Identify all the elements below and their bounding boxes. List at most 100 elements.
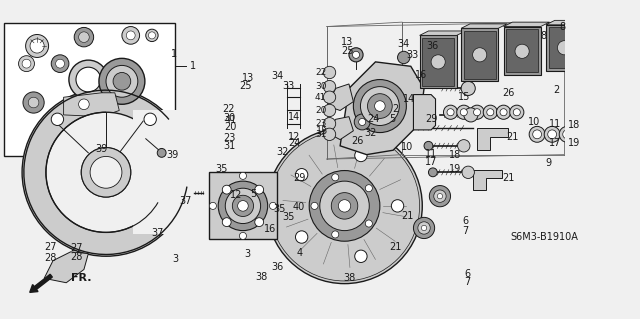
Circle shape <box>225 188 260 224</box>
Circle shape <box>209 202 216 209</box>
Bar <box>623 115 640 154</box>
Text: 11: 11 <box>548 119 561 129</box>
Text: 4: 4 <box>296 248 303 258</box>
Circle shape <box>447 109 454 116</box>
Circle shape <box>509 105 524 119</box>
Text: 23: 23 <box>315 119 326 128</box>
Circle shape <box>146 29 158 41</box>
Circle shape <box>113 72 131 90</box>
Text: 24: 24 <box>367 114 380 124</box>
Circle shape <box>332 231 339 238</box>
Text: 27: 27 <box>44 242 56 252</box>
Circle shape <box>367 94 392 118</box>
Circle shape <box>323 128 336 140</box>
Circle shape <box>126 31 135 40</box>
Circle shape <box>444 105 458 119</box>
Circle shape <box>74 27 93 47</box>
Text: 37: 37 <box>151 228 163 238</box>
Polygon shape <box>209 172 276 240</box>
Polygon shape <box>413 94 436 130</box>
Polygon shape <box>461 28 499 81</box>
Circle shape <box>374 101 385 111</box>
Circle shape <box>563 130 572 139</box>
Circle shape <box>355 149 367 162</box>
Polygon shape <box>506 29 538 72</box>
Circle shape <box>148 32 156 39</box>
Circle shape <box>76 67 100 92</box>
Text: 6: 6 <box>465 269 470 278</box>
Text: 26: 26 <box>351 136 364 146</box>
Text: 35: 35 <box>216 164 228 174</box>
Circle shape <box>22 88 190 256</box>
Polygon shape <box>546 25 583 71</box>
Circle shape <box>309 171 380 241</box>
Text: 33: 33 <box>282 81 294 91</box>
FancyArrow shape <box>29 274 52 293</box>
Text: 2: 2 <box>393 104 399 114</box>
Circle shape <box>355 114 370 130</box>
Polygon shape <box>340 62 424 155</box>
Text: 5: 5 <box>250 189 257 199</box>
Circle shape <box>431 55 445 69</box>
Text: 17: 17 <box>424 157 437 167</box>
Circle shape <box>122 26 140 44</box>
Circle shape <box>56 59 65 68</box>
Circle shape <box>267 128 422 284</box>
Polygon shape <box>461 24 507 28</box>
Circle shape <box>79 99 89 110</box>
Text: 37: 37 <box>179 197 192 206</box>
Circle shape <box>232 195 253 217</box>
Text: 14: 14 <box>288 112 300 122</box>
Text: 21: 21 <box>502 174 514 183</box>
Circle shape <box>458 140 470 152</box>
Circle shape <box>144 113 156 125</box>
Polygon shape <box>44 252 88 283</box>
Polygon shape <box>477 128 508 150</box>
Circle shape <box>428 168 437 177</box>
Circle shape <box>365 185 372 192</box>
Circle shape <box>51 55 69 72</box>
Circle shape <box>222 218 231 226</box>
Circle shape <box>28 97 39 108</box>
Text: 31: 31 <box>315 130 326 139</box>
Text: 20: 20 <box>225 122 237 132</box>
Circle shape <box>69 60 108 99</box>
Circle shape <box>237 201 248 211</box>
Circle shape <box>323 104 336 117</box>
Circle shape <box>575 126 591 142</box>
Circle shape <box>22 59 31 68</box>
Polygon shape <box>63 93 119 117</box>
Text: 21: 21 <box>506 132 518 142</box>
Circle shape <box>323 91 336 103</box>
Circle shape <box>437 194 443 199</box>
Text: 3: 3 <box>172 254 179 264</box>
Polygon shape <box>546 20 592 25</box>
Circle shape <box>19 56 35 71</box>
Text: 10: 10 <box>401 142 413 152</box>
Circle shape <box>365 220 372 227</box>
Text: 39: 39 <box>166 150 179 160</box>
Text: 19: 19 <box>568 138 580 148</box>
Text: 7: 7 <box>463 226 468 236</box>
Polygon shape <box>548 27 580 68</box>
Circle shape <box>532 130 541 139</box>
Text: 20: 20 <box>315 106 326 115</box>
Circle shape <box>515 44 529 58</box>
Circle shape <box>391 200 404 212</box>
Circle shape <box>470 105 484 119</box>
Text: 13: 13 <box>241 73 254 83</box>
Polygon shape <box>420 31 465 35</box>
Circle shape <box>460 109 467 116</box>
Text: 1: 1 <box>189 61 196 71</box>
Circle shape <box>222 185 231 194</box>
Circle shape <box>255 218 264 226</box>
Text: 22: 22 <box>315 68 326 77</box>
Text: 16: 16 <box>264 224 276 234</box>
Circle shape <box>255 185 264 194</box>
Text: 8: 8 <box>559 22 566 32</box>
Text: 16: 16 <box>415 70 428 80</box>
Text: 5: 5 <box>389 114 396 124</box>
Circle shape <box>487 109 494 116</box>
Circle shape <box>296 231 308 243</box>
Circle shape <box>353 79 406 133</box>
